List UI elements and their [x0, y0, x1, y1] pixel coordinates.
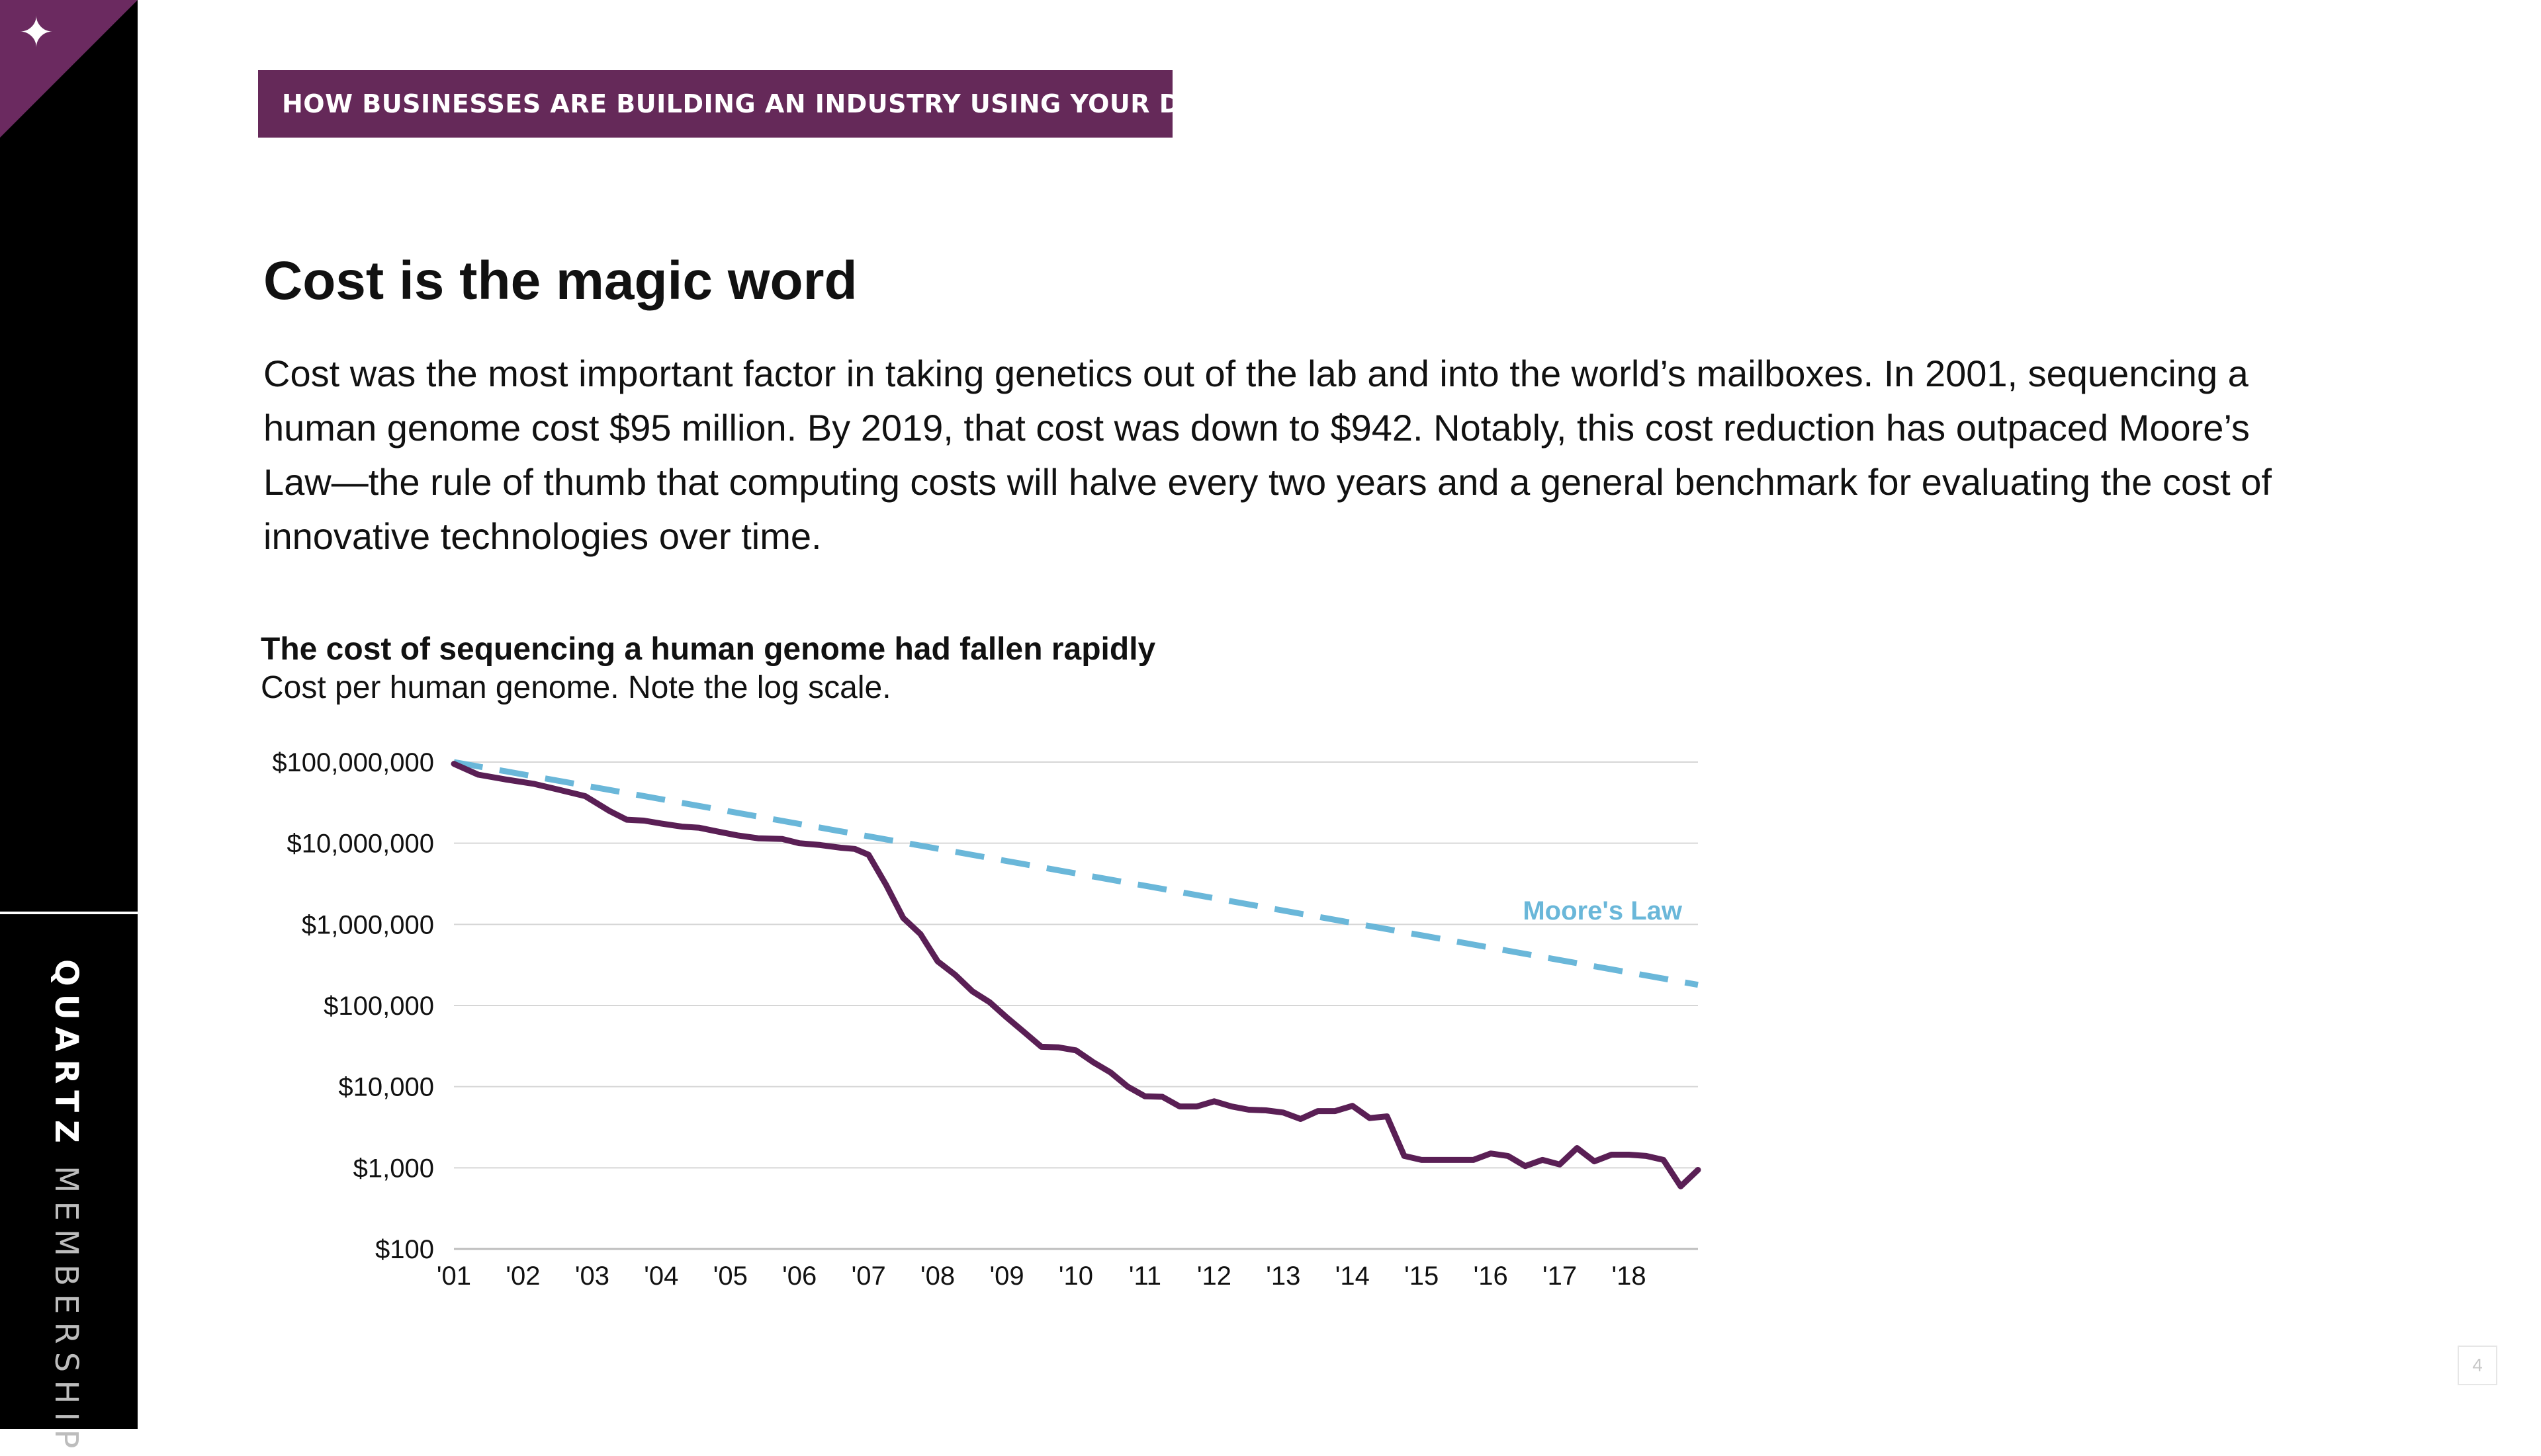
moores-law-label: Moore's Law: [1523, 896, 1683, 925]
x-tick-label: '17: [1542, 1262, 1577, 1291]
x-tick-label: '03: [575, 1262, 609, 1291]
x-tick-label: '04: [644, 1262, 678, 1291]
chart-title: The cost of sequencing a human genome ha…: [261, 632, 1156, 667]
y-tick-label: $100,000: [324, 992, 434, 1021]
x-tick-label: '06: [782, 1262, 817, 1291]
x-tick-label: '11: [1129, 1262, 1161, 1291]
x-tick-label: '14: [1335, 1262, 1370, 1291]
section-kicker: HOW BUSINESSES ARE BUILDING AN INDUSTRY …: [258, 70, 1222, 138]
sparkle-icon: ✦: [19, 9, 54, 58]
intro-paragraph: Cost was the most important factor in ta…: [263, 353, 2272, 557]
corner-badge: [0, 0, 138, 138]
y-tick-label: $1,000,000: [302, 910, 434, 939]
x-tick-label: '15: [1404, 1262, 1439, 1291]
page-number: 4: [2458, 1346, 2497, 1385]
x-tick-label: '01: [437, 1262, 471, 1291]
x-tick-label: '18: [1611, 1262, 1646, 1291]
x-tick-label: '05: [713, 1262, 748, 1291]
brand-wordmark: QUARTZ MEMBERSHIP: [48, 959, 85, 1456]
sidebar-divider: [0, 912, 138, 914]
x-tick-label: '08: [920, 1262, 955, 1291]
y-tick-label: $1,000: [353, 1154, 434, 1183]
sequencing-cost-line: [451, 761, 1701, 1189]
x-tick-label: '02: [506, 1262, 540, 1291]
y-tick-label: $10,000: [338, 1073, 434, 1102]
moores-law-line: [453, 759, 1699, 988]
x-tick-label: '10: [1059, 1262, 1093, 1291]
x-tick-label: '16: [1474, 1262, 1508, 1291]
page-title: Cost is the magic word: [263, 251, 858, 311]
brand-secondary: MEMBERSHIP: [48, 1165, 85, 1456]
x-tick-label: '07: [852, 1262, 886, 1291]
brand-primary: QUARTZ: [48, 959, 85, 1151]
y-tick-label: $100: [375, 1235, 434, 1264]
chart-subtitle: Cost per human genome. Note the log scal…: [261, 670, 891, 705]
x-tick-label: '12: [1197, 1262, 1231, 1291]
y-tick-label: $10,000,000: [287, 830, 434, 859]
sidebar: ✦ QUARTZ MEMBERSHIP: [0, 0, 138, 1456]
x-tick-label: '13: [1266, 1262, 1300, 1291]
x-tick-label: '09: [989, 1262, 1024, 1291]
y-tick-label: $100,000,000: [272, 748, 434, 777]
